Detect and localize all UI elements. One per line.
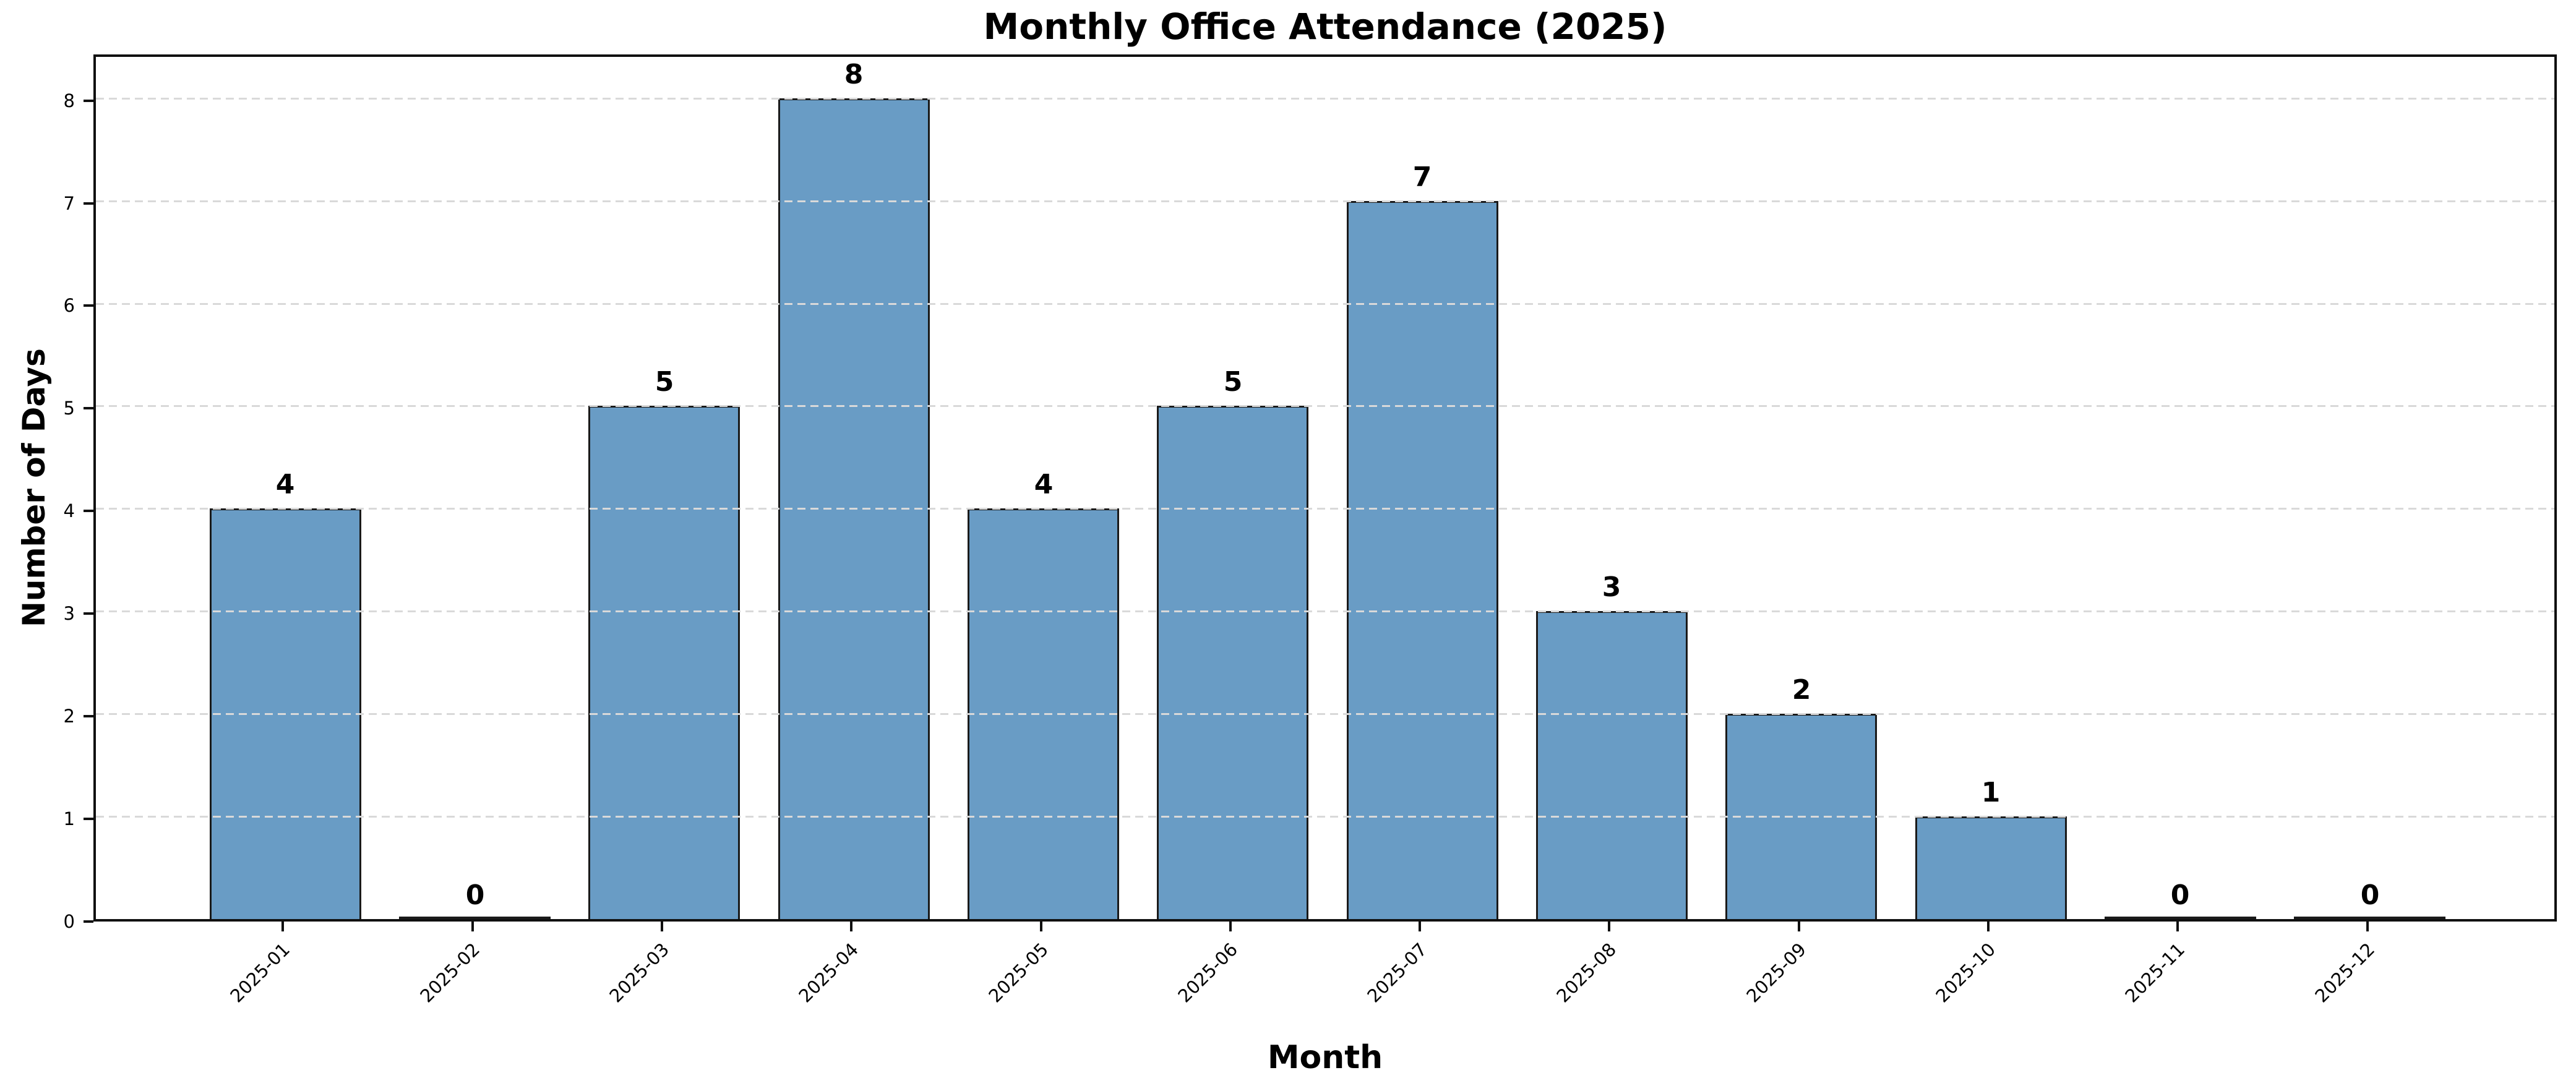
y-tick-label: 5 xyxy=(63,398,75,419)
gridline xyxy=(96,508,2554,510)
x-tick xyxy=(1987,922,1990,931)
bar xyxy=(2294,917,2445,919)
chart-title: Monthly Office Attendance (2025) xyxy=(983,6,1667,48)
bar-value-label: 1 xyxy=(1981,777,2001,808)
y-tick-label: 4 xyxy=(63,500,75,521)
x-tick xyxy=(281,922,284,931)
gridline xyxy=(96,405,2554,408)
gridline xyxy=(96,816,2554,818)
y-tick-label: 6 xyxy=(63,295,75,316)
y-tick xyxy=(84,100,93,102)
gridline xyxy=(96,713,2554,716)
bar xyxy=(588,406,740,919)
y-tick-label: 3 xyxy=(63,603,75,624)
bar-value-label: 4 xyxy=(1034,469,1054,500)
bar xyxy=(2105,917,2256,919)
y-tick xyxy=(84,920,93,923)
bar-value-label: 3 xyxy=(1602,571,1621,603)
bar xyxy=(1725,714,1877,919)
bar xyxy=(1915,816,2067,919)
x-tick xyxy=(1229,922,1232,931)
bar-value-label: 4 xyxy=(275,469,295,500)
y-tick xyxy=(84,818,93,820)
y-axis-label: Number of Days xyxy=(16,348,52,628)
x-axis-label: Month xyxy=(1267,1039,1383,1076)
x-tick xyxy=(1798,922,1800,931)
gridline xyxy=(96,200,2554,202)
bar-value-label: 0 xyxy=(2170,879,2190,911)
y-tick xyxy=(84,510,93,512)
y-tick xyxy=(84,202,93,205)
y-tick-label: 8 xyxy=(63,90,75,111)
bar xyxy=(1347,201,1498,919)
y-tick-label: 0 xyxy=(63,911,75,932)
x-tick xyxy=(471,922,474,931)
gridline xyxy=(96,97,2554,100)
bar xyxy=(210,508,361,919)
gridline xyxy=(96,610,2554,613)
bar-value-label: 0 xyxy=(465,879,485,911)
x-tick xyxy=(1040,922,1042,931)
y-tick-label: 7 xyxy=(63,193,75,214)
bar-value-label: 5 xyxy=(655,366,674,398)
bar xyxy=(399,917,551,919)
y-tick xyxy=(84,407,93,409)
plot-area: 4 0 5 8 4 5 7 3 2 1 0 0 xyxy=(93,54,2557,922)
y-tick xyxy=(84,715,93,717)
x-tick xyxy=(2366,922,2369,931)
bar xyxy=(778,98,930,919)
x-tick xyxy=(2176,922,2179,931)
y-tick-label: 1 xyxy=(63,808,75,829)
bar xyxy=(968,508,1119,919)
y-tick xyxy=(84,304,93,307)
x-tick xyxy=(1419,922,1421,931)
bar xyxy=(1157,406,1308,919)
bar-value-label: 7 xyxy=(1412,161,1432,193)
x-tick xyxy=(850,922,852,931)
bar-value-label: 2 xyxy=(1792,674,1811,706)
bar-value-label: 0 xyxy=(2360,879,2380,911)
gridline xyxy=(96,302,2554,305)
y-tick-label: 2 xyxy=(63,706,75,727)
y-tick xyxy=(84,612,93,615)
bar-value-label: 8 xyxy=(844,59,864,90)
x-tick xyxy=(1608,922,1610,931)
bar-value-label: 5 xyxy=(1223,366,1243,398)
x-tick xyxy=(661,922,663,931)
bar xyxy=(1536,611,1688,919)
